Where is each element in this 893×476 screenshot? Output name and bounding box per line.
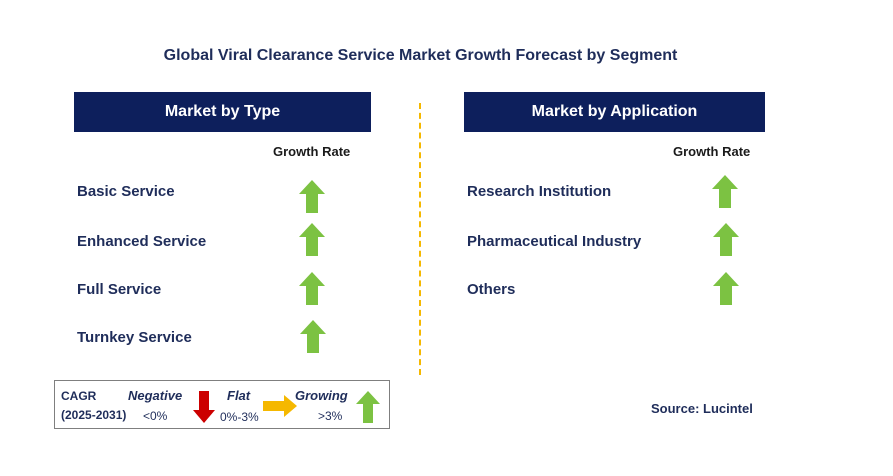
legend-growing-range: >3% — [318, 409, 343, 423]
up-arrow-icon — [713, 272, 739, 305]
up-arrow-icon — [712, 175, 738, 208]
legend-flat-range: 0%-3% — [220, 410, 259, 424]
legend-negative-label: Negative — [128, 388, 183, 403]
legend-flat-label: Flat — [227, 388, 251, 403]
type-item-label: Full Service — [77, 281, 162, 298]
source-label: Source: Lucintel — [651, 401, 753, 416]
growth-rate-label-application: Growth Rate — [673, 144, 751, 159]
type-item-label: Enhanced Service — [77, 233, 207, 250]
up-arrow-icon — [299, 272, 325, 305]
legend-period: (2025-2031) — [61, 408, 127, 422]
type-item-label: Turnkey Service — [77, 329, 192, 346]
type-item-label: Basic Service — [77, 183, 175, 200]
application-item-label: Others — [467, 281, 516, 298]
panel-header-type: Market by Type — [74, 92, 371, 132]
cagr-legend: CAGR (2025-2031) Negative <0% Flat 0%-3%… — [54, 380, 390, 429]
panel-header-application: Market by Application — [464, 92, 765, 132]
legend-growing-label: Growing — [295, 388, 348, 403]
application-item-label: Research Institution — [467, 183, 612, 200]
chart-title: Global Viral Clearance Service Market Gr… — [163, 47, 678, 64]
legend-negative-range: <0% — [143, 409, 168, 423]
up-arrow-icon — [299, 180, 325, 213]
legend-cagr-label: CAGR — [61, 389, 97, 403]
up-arrow-icon — [300, 320, 326, 353]
up-arrow-icon — [356, 391, 380, 428]
down-arrow-icon — [193, 391, 215, 428]
growth-rate-label-type: Growth Rate — [273, 144, 351, 159]
panel-divider — [419, 103, 421, 375]
up-arrow-icon — [713, 223, 739, 256]
application-item-label: Pharmaceutical Industry — [467, 233, 642, 250]
up-arrow-icon — [299, 223, 325, 256]
right-arrow-icon — [263, 395, 297, 422]
